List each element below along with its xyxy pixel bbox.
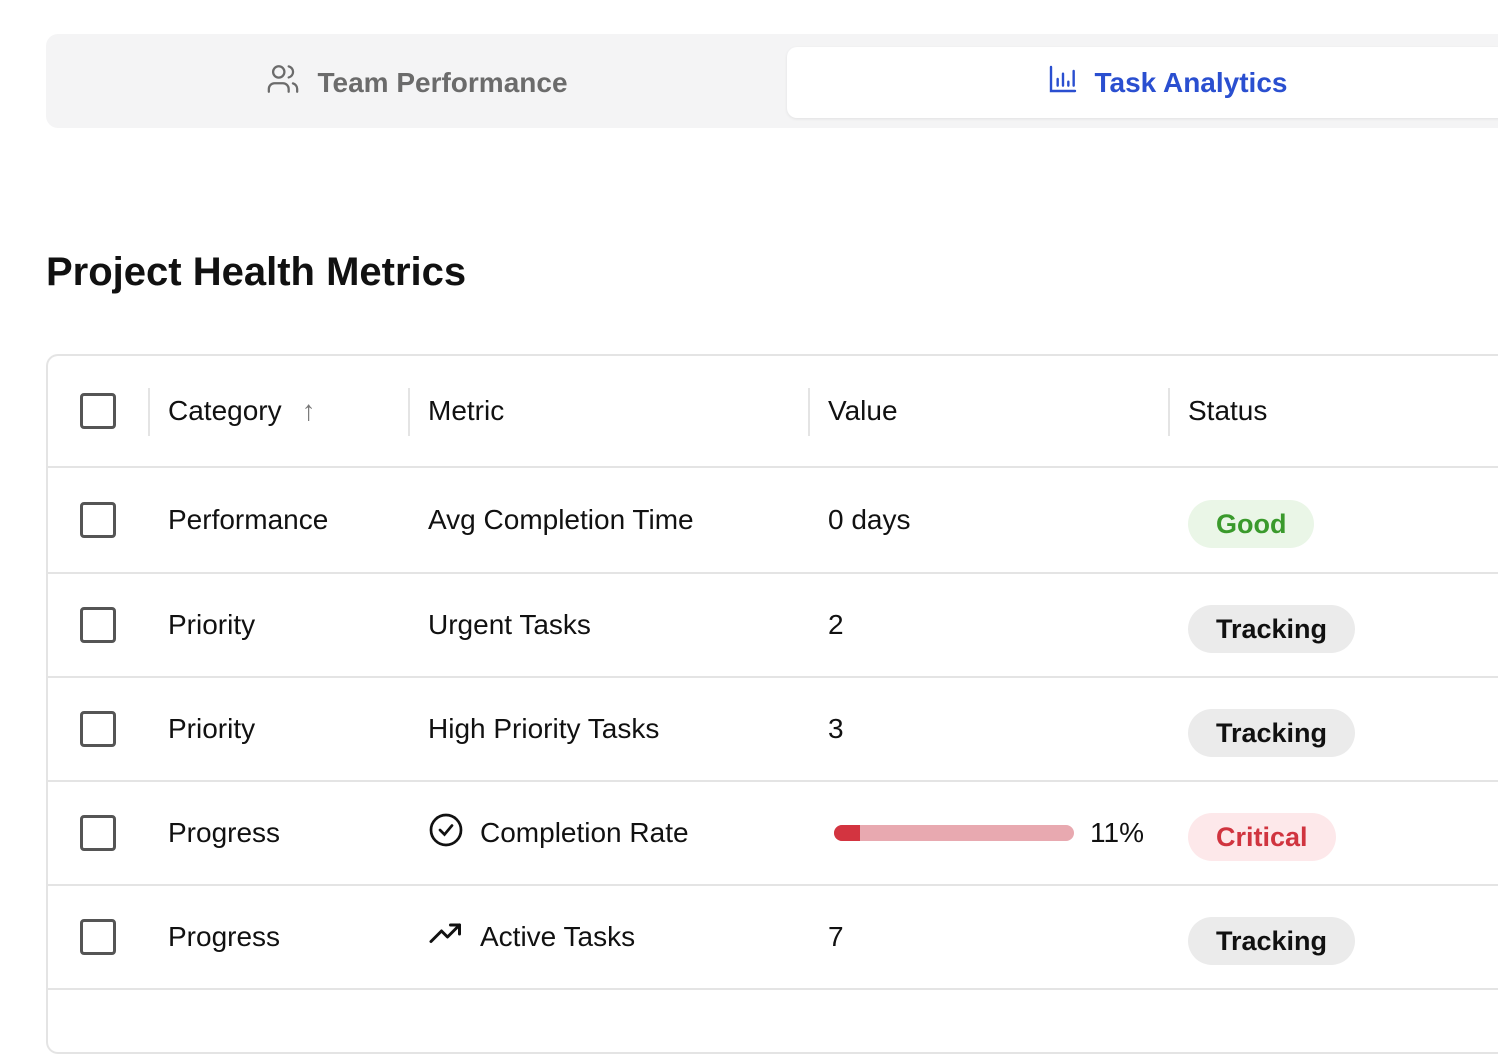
category-cell: Priority [168, 609, 256, 640]
column-divider [148, 388, 150, 436]
row-checkbox[interactable] [80, 919, 116, 955]
category-cell: Priority [168, 713, 256, 744]
value-cell: 0 days [828, 504, 911, 535]
row-checkbox[interactable] [80, 502, 116, 538]
value-cell: 3 [828, 713, 844, 744]
category-cell: Progress [168, 817, 281, 848]
metric-label: Active Tasks [480, 921, 636, 952]
column-divider [808, 388, 810, 436]
metric-cell: Active Tasks [428, 886, 635, 988]
tab-label: Task Analytics [1094, 66, 1288, 98]
table-header: Category ↑ Metric Value Status [48, 356, 1498, 468]
status-badge: Good [1188, 500, 1315, 548]
header-value[interactable]: Value [828, 395, 898, 426]
tab-label: Team Performance [317, 66, 568, 98]
row-checkbox[interactable] [80, 711, 116, 747]
users-icon [265, 62, 301, 103]
bar-chart-icon [1047, 63, 1079, 102]
metric-cell: Avg Completion Time [428, 504, 694, 535]
progress-label: 11% [1090, 817, 1144, 848]
column-divider [1168, 388, 1170, 436]
progress-bar [834, 825, 1074, 841]
table-row: Progress Active Tasks 7 Tracking [48, 886, 1498, 990]
metric-cell: High Priority Tasks [428, 713, 660, 744]
row-checkbox[interactable] [80, 607, 116, 643]
category-cell: Performance [168, 504, 329, 535]
tab-team-performance[interactable]: Team Performance [46, 47, 787, 118]
status-badge: Critical [1188, 813, 1336, 861]
table-row: Progress Completion Rate 11% Critical [48, 782, 1498, 886]
value-cell: 11% [834, 782, 1144, 884]
progress-fill [834, 825, 861, 841]
metrics-table: Category ↑ Metric Value Status Performanc… [46, 354, 1498, 1054]
value-cell: 7 [828, 921, 844, 952]
column-divider [408, 388, 410, 436]
tab-bar: Team Performance Task Analytics [46, 34, 1498, 128]
header-status[interactable]: Status [1188, 395, 1268, 426]
page-title: Project Health Metrics [46, 250, 467, 294]
table-row: Priority Urgent Tasks 2 Tracking [48, 574, 1498, 678]
metric-cell: Completion Rate [428, 782, 689, 884]
header-category[interactable]: Category ↑ [168, 356, 316, 466]
table-row: Priority High Priority Tasks 3 Tracking [48, 678, 1498, 782]
table-row: Performance Avg Completion Time 0 days G… [48, 468, 1498, 574]
header-metric[interactable]: Metric [428, 395, 505, 426]
trending-up-icon [428, 916, 464, 959]
check-circle-icon [428, 812, 464, 855]
select-all-checkbox[interactable] [80, 393, 116, 429]
category-cell: Progress [168, 921, 281, 952]
row-checkbox[interactable] [80, 815, 116, 851]
status-badge: Tracking [1188, 605, 1356, 653]
arrow-up-icon: ↑ [301, 395, 316, 426]
status-badge: Tracking [1188, 917, 1356, 965]
metric-cell: Urgent Tasks [428, 609, 591, 640]
value-cell: 2 [828, 609, 844, 640]
metric-label: Completion Rate [480, 817, 689, 848]
status-badge: Tracking [1188, 709, 1356, 757]
header-label: Category [168, 395, 282, 426]
tab-task-analytics[interactable]: Task Analytics [787, 47, 1498, 118]
